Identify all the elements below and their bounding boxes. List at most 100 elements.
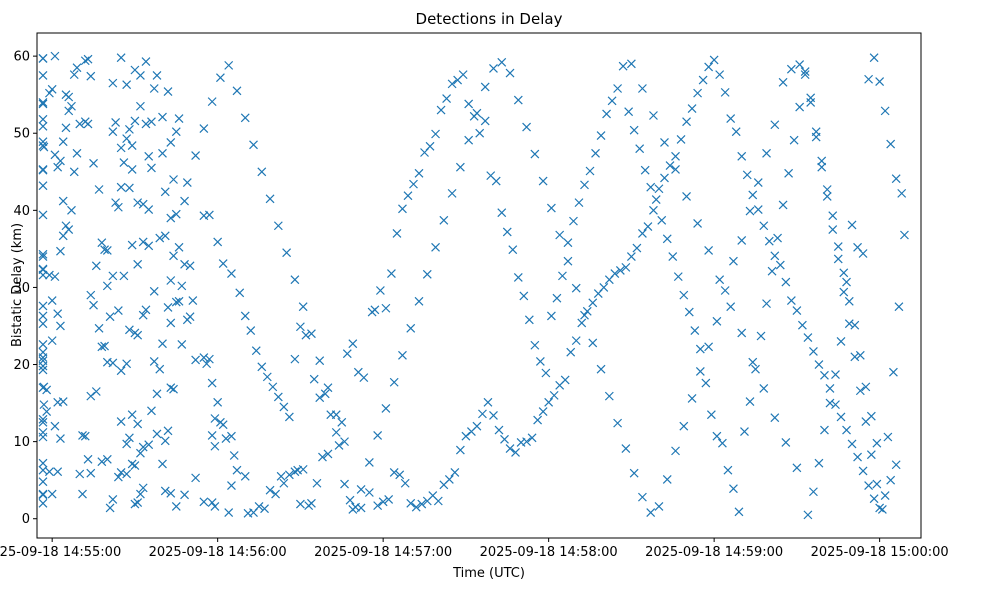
data-point [417, 499, 427, 509]
data-point [342, 349, 352, 359]
data-point [613, 84, 623, 93]
data-point [141, 119, 151, 129]
data-point [433, 496, 443, 506]
data-point [174, 114, 184, 124]
data-point [704, 62, 714, 72]
data-point [844, 296, 854, 306]
data-point [268, 382, 278, 392]
data-point [78, 489, 87, 499]
data-point [820, 370, 829, 380]
data-point [549, 390, 559, 400]
data-point [86, 391, 96, 401]
data-point [279, 402, 289, 412]
data-point [723, 465, 733, 475]
data-point [39, 400, 49, 410]
data-point [687, 394, 697, 403]
data-point [693, 88, 703, 98]
data-point [778, 200, 788, 210]
data-point [629, 468, 639, 478]
data-point [637, 229, 647, 238]
data-point [398, 350, 407, 360]
data-point [155, 364, 165, 374]
data-point [38, 210, 48, 220]
data-point [163, 426, 173, 436]
data-point [213, 397, 223, 407]
data-point [384, 495, 394, 504]
data-point [38, 477, 48, 487]
data-point [877, 505, 887, 514]
data-point [290, 467, 300, 477]
data-point [629, 125, 639, 135]
data-point [792, 306, 802, 315]
data-point [494, 425, 504, 435]
data-point [307, 498, 316, 508]
data-point [166, 488, 176, 498]
data-point [105, 503, 115, 513]
data-point [706, 410, 716, 420]
data-point [345, 495, 355, 505]
data-point [249, 140, 258, 150]
data-point [83, 454, 93, 464]
data-point [177, 281, 187, 291]
data-point [240, 471, 250, 481]
data-point [44, 88, 54, 98]
data-point [38, 319, 48, 329]
data-point [662, 234, 672, 244]
data-point [489, 410, 498, 420]
data-point [569, 216, 578, 226]
data-point [649, 205, 658, 215]
data-point [47, 296, 57, 305]
data-point [875, 503, 885, 513]
data-point [116, 53, 126, 63]
y-tick-label: 50 [13, 127, 30, 142]
data-point [122, 134, 132, 144]
data-point [375, 286, 385, 295]
data-point [544, 397, 554, 407]
data-point [461, 431, 471, 441]
data-point [147, 117, 156, 127]
y-tick-label: 20 [13, 358, 30, 373]
data-point [538, 407, 548, 416]
data-point [872, 438, 882, 448]
data-point [546, 203, 556, 213]
data-point [588, 338, 598, 348]
data-point [740, 427, 749, 437]
data-point [850, 320, 860, 330]
data-point [124, 325, 134, 335]
data-point [574, 198, 584, 208]
data-point [133, 259, 143, 269]
data-point [781, 277, 791, 287]
data-point [251, 346, 261, 356]
data-point [113, 306, 123, 315]
data-point [309, 374, 319, 384]
data-point [720, 87, 730, 97]
data-point [108, 127, 118, 137]
data-point [411, 502, 421, 512]
data-point [185, 312, 195, 322]
data-point [580, 180, 589, 190]
data-point [290, 275, 300, 285]
data-point [116, 468, 126, 477]
data-point [853, 242, 862, 252]
data-point [108, 495, 118, 504]
data-point [676, 134, 686, 144]
data-point [38, 181, 48, 191]
data-point [326, 410, 336, 420]
data-point [97, 342, 107, 352]
data-point [431, 242, 440, 252]
data-point [141, 305, 151, 315]
plot-area [37, 33, 921, 538]
data-point [693, 219, 703, 228]
data-point [414, 168, 424, 178]
data-point [166, 383, 176, 393]
data-point [38, 54, 48, 63]
data-point [42, 407, 52, 416]
data-point [257, 167, 267, 177]
data-point [577, 318, 587, 328]
data-point [891, 174, 901, 184]
data-point [174, 242, 184, 252]
x-axis-label: Time (UTC) [452, 566, 525, 581]
data-point [671, 151, 680, 161]
data-point [262, 372, 272, 382]
data-point [781, 437, 791, 447]
